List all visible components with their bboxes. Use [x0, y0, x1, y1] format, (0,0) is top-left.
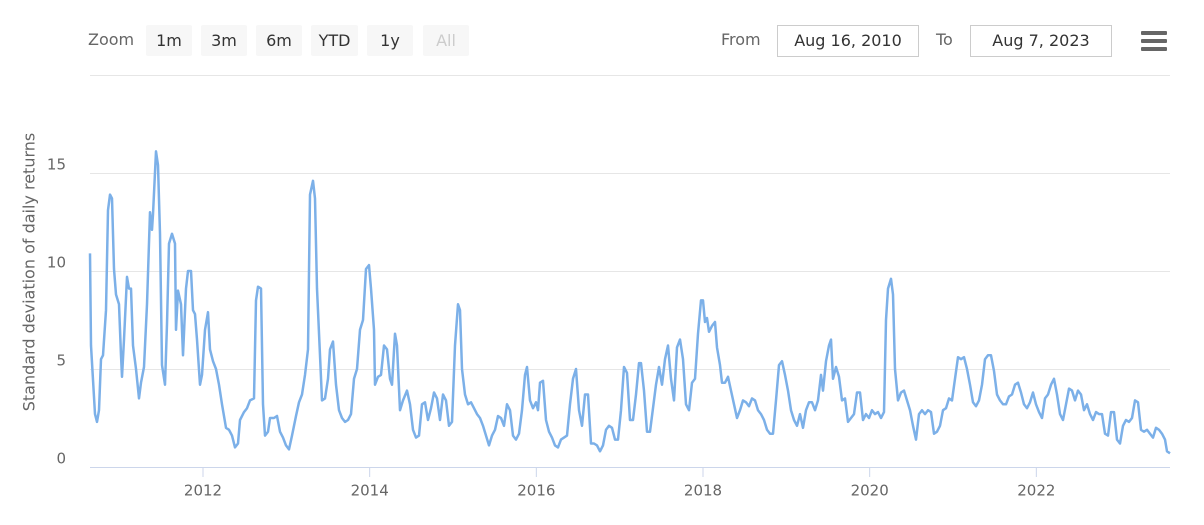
y-tick-label: 15 — [47, 156, 66, 174]
zoom-button[interactable]: 6m — [256, 25, 302, 56]
from-input[interactable]: Aug 16, 2010 — [777, 25, 919, 57]
y-tick-label: 0 — [56, 450, 66, 468]
data-line — [88, 150, 1171, 455]
to-label: To — [936, 30, 953, 49]
y-axis-title: Standard deviation of daily returns — [20, 133, 39, 412]
zoom-button[interactable]: YTD — [311, 25, 358, 56]
to-input[interactable]: Aug 7, 2023 — [970, 25, 1112, 57]
zoom-label: Zoom — [88, 30, 135, 49]
y-tick-label: 5 — [56, 352, 66, 370]
zoom-button[interactable]: 1m — [146, 25, 192, 56]
x-tick-label: 2016 — [517, 482, 555, 500]
x-tick-label: 2022 — [1017, 482, 1055, 500]
x-tick-label: 2012 — [184, 482, 222, 500]
zoom-button[interactable]: 1y — [367, 25, 413, 56]
zoom-button: All — [423, 25, 469, 56]
x-tick-label: 2018 — [684, 482, 722, 500]
y-tick-label: 10 — [47, 254, 66, 272]
from-label: From — [721, 30, 761, 49]
x-tick-label: 2014 — [351, 482, 389, 500]
menu-button[interactable] — [1141, 31, 1167, 53]
zoom-button[interactable]: 3m — [201, 25, 247, 56]
x-tick-label: 2020 — [851, 482, 889, 500]
